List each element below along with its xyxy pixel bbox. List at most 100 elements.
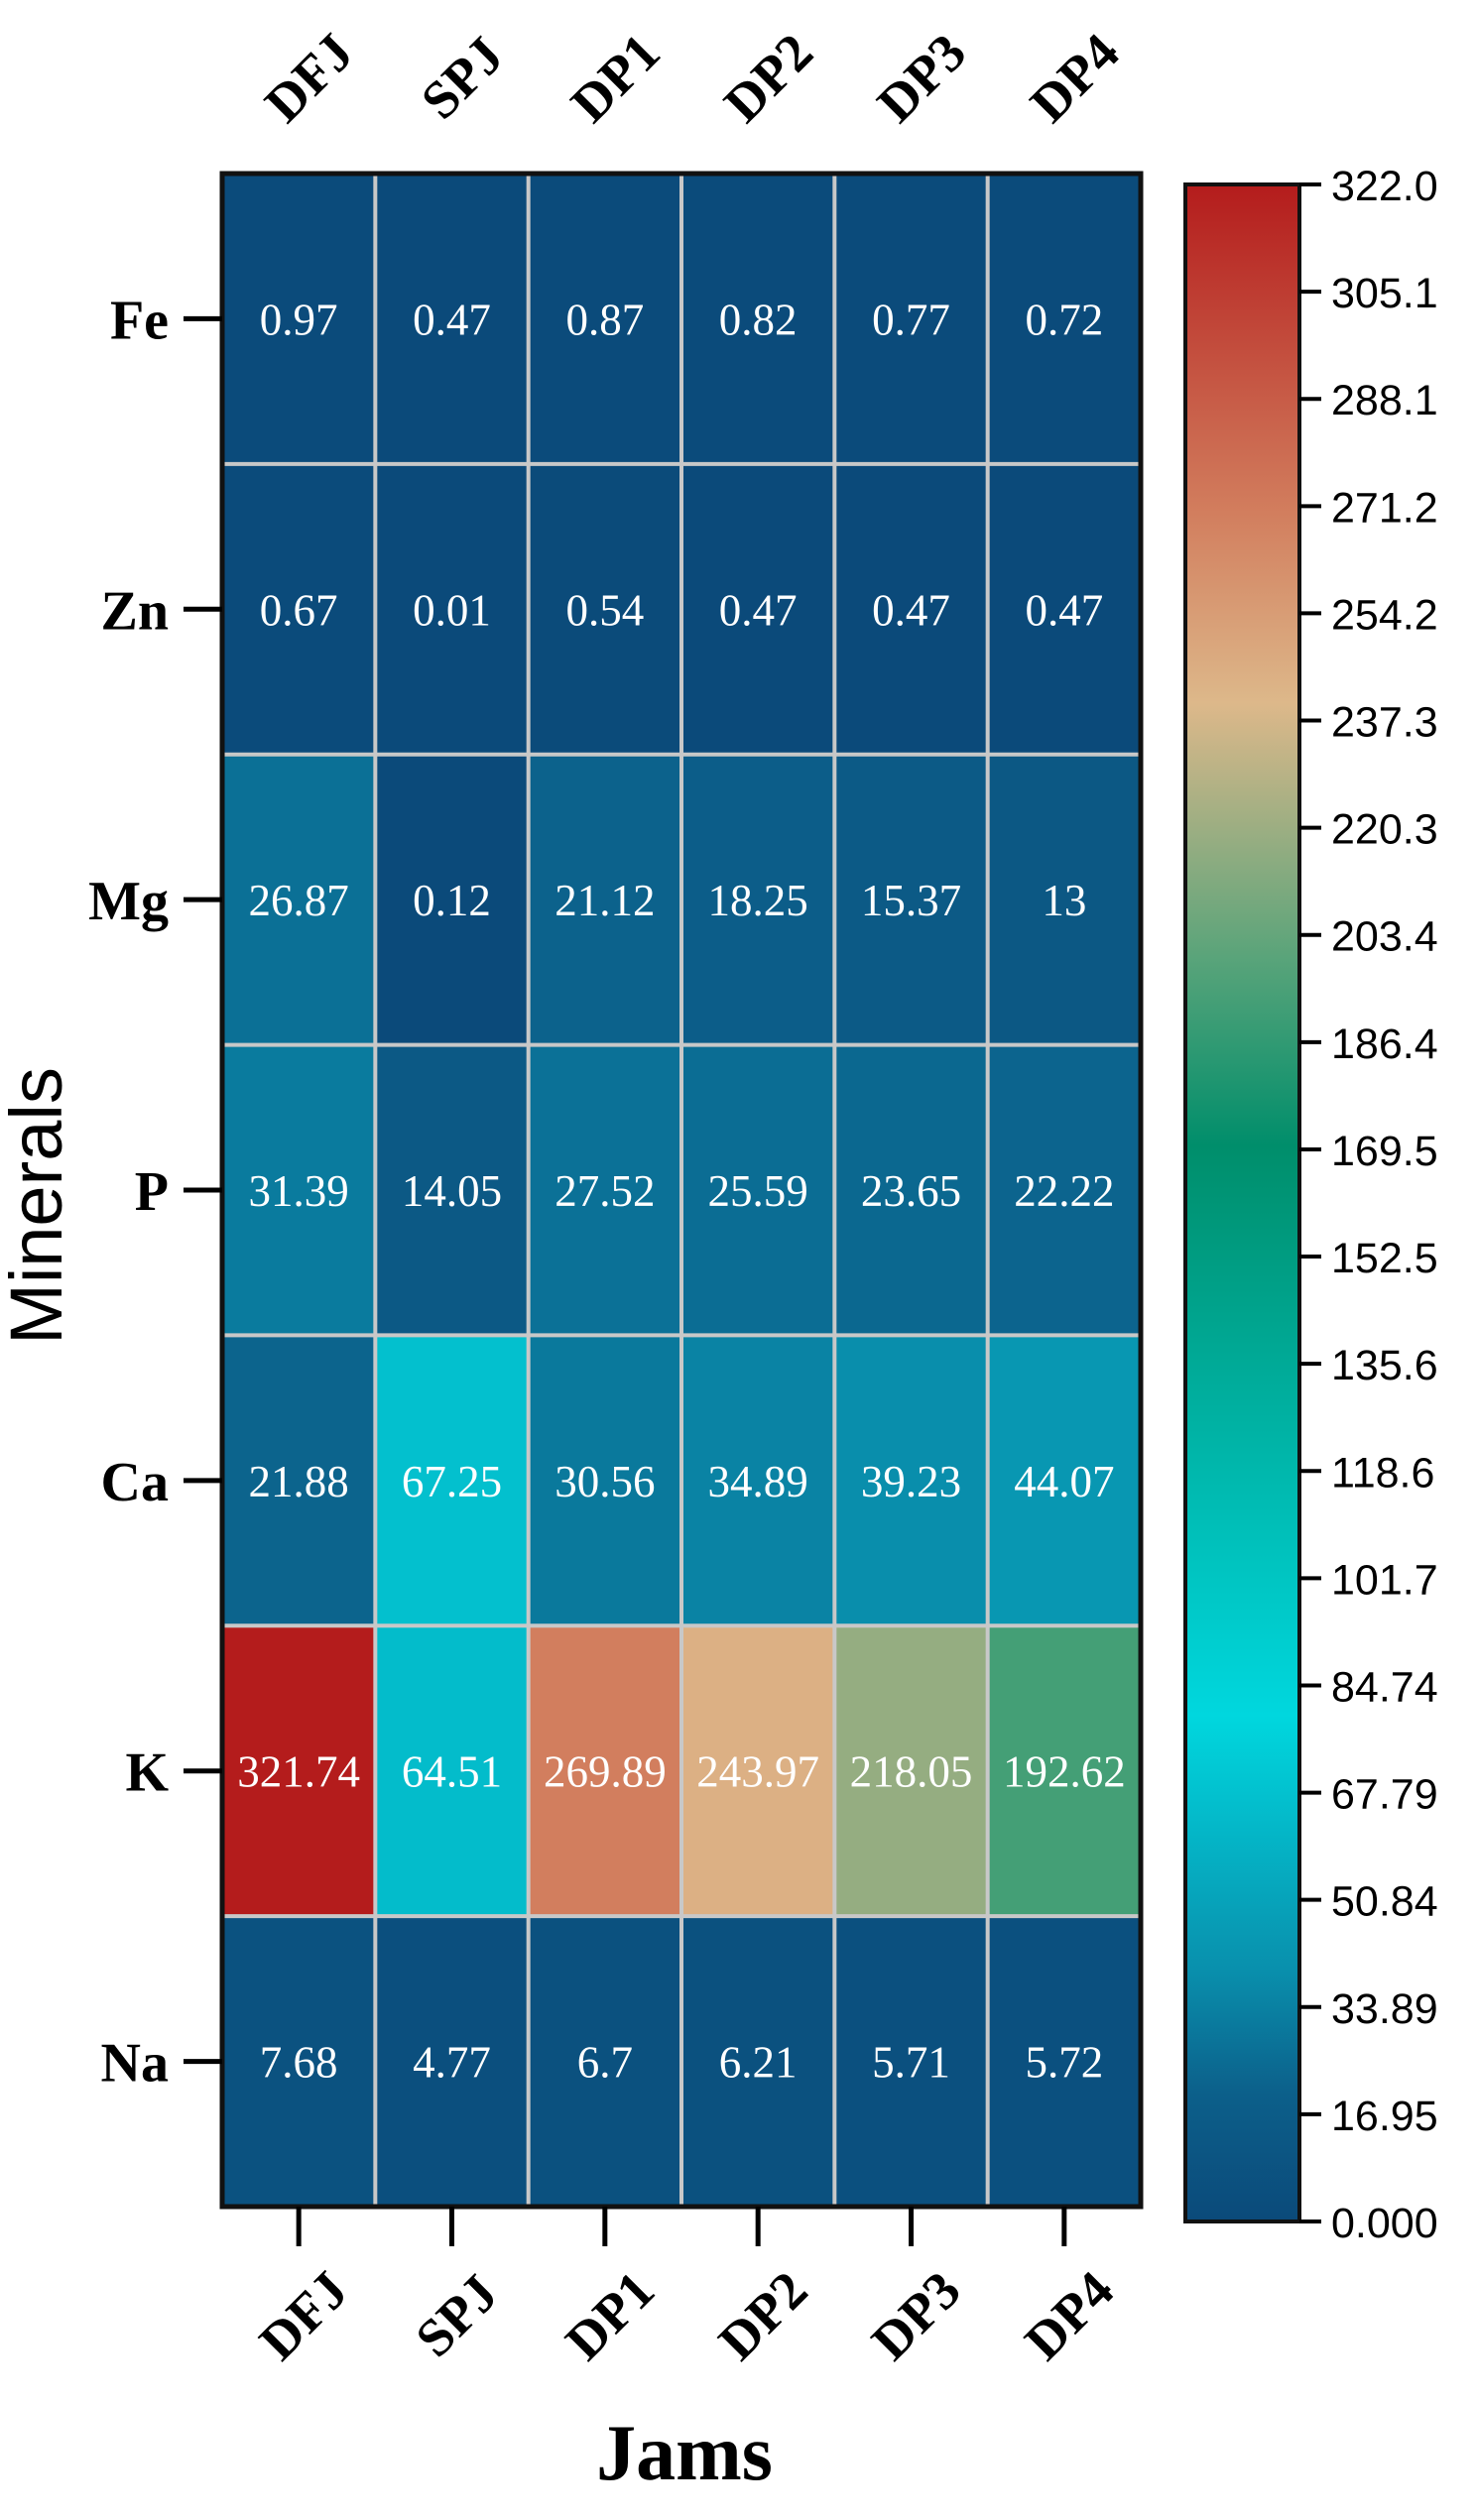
cell-label-Na-SPJ: 4.77	[413, 2038, 491, 2088]
cell-Na-DP3	[834, 1916, 988, 2207]
cell-label-Zn-SPJ: 0.01	[413, 585, 491, 635]
cell-label-Zn-DP1: 0.54	[565, 585, 644, 635]
colorbar-tick-label: 135.6	[1331, 1342, 1438, 1389]
heatmap-grid	[219, 171, 1144, 2210]
cell-Fe-DP2	[681, 174, 835, 464]
cell-K-DP1	[528, 1625, 681, 1917]
cell-K-DP2	[681, 1625, 835, 1917]
row-label-K: K	[125, 1742, 169, 1804]
colorbar-tick-label: 118.6	[1331, 1449, 1434, 1497]
cell-label-Zn-DP2: 0.47	[719, 585, 798, 635]
colorbar-tick-label: 50.84	[1331, 1878, 1438, 1926]
cell-P-DFJ	[222, 1044, 376, 1336]
cell-Ca-SPJ	[375, 1335, 529, 1626]
cell-P-DP1	[528, 1044, 681, 1336]
cell-P-DP3	[834, 1044, 988, 1336]
bottom-column-label-DFJ: DFJ	[248, 2260, 359, 2371]
cell-label-K-DP1: 269.89	[544, 1747, 667, 1797]
cell-Mg-DFJ	[222, 754, 376, 1045]
cell-Zn-DP3	[834, 463, 988, 755]
cell-label-Na-DP3: 5.71	[872, 2038, 950, 2088]
cell-Na-SPJ	[375, 1916, 529, 2207]
row-label-Zn: Zn	[101, 580, 170, 642]
colorbar-tick-label: 169.5	[1331, 1128, 1438, 1175]
bottom-column-label-DP1: DP1	[554, 2260, 666, 2371]
cell-label-P-SPJ: 14.05	[402, 1166, 502, 1216]
cell-Mg-DP4	[987, 754, 1141, 1045]
cell-Fe-DP1	[528, 174, 681, 464]
colorbar-tick-label: 67.79	[1331, 1771, 1438, 1819]
cell-P-SPJ	[375, 1044, 529, 1336]
cell-Fe-DP3	[834, 174, 988, 464]
row-labels: Fe Zn Mg P Ca K Na	[88, 290, 222, 2095]
cell-label-Na-DP2: 6.21	[719, 2038, 798, 2088]
cell-Zn-DP1	[528, 463, 681, 755]
cell-label-Fe-DP3: 0.77	[872, 295, 950, 344]
cell-Mg-DP2	[681, 754, 835, 1045]
colorbar-tick-label: 16.95	[1331, 2093, 1438, 2140]
colorbar-tick-label: 322.0	[1331, 163, 1438, 210]
top-column-label-DP4: DP4	[1019, 22, 1130, 133]
cell-label-Ca-DP1: 30.56	[554, 1457, 655, 1506]
colorbar-gradient	[1183, 182, 1301, 2223]
cell-label-Ca-DP2: 34.89	[708, 1457, 808, 1506]
cell-label-Fe-DP2: 0.82	[719, 295, 798, 344]
row-label-Mg: Mg	[88, 871, 169, 932]
colorbar-tick-label: 288.1	[1331, 377, 1438, 424]
cell-Na-DP2	[681, 1916, 835, 2207]
cell-K-DFJ	[222, 1625, 376, 1917]
cell-Fe-SPJ	[375, 174, 529, 464]
bottom-column-label-DP4: DP4	[1014, 2260, 1125, 2371]
cell-label-P-DP2: 25.59	[708, 1166, 808, 1216]
cell-Ca-DP4	[987, 1335, 1141, 1626]
cell-Na-DP1	[528, 1916, 681, 2207]
colorbar-tick-label: 0.000	[1331, 2200, 1438, 2247]
cell-label-Zn-DP4: 0.47	[1025, 585, 1103, 635]
cell-label-Ca-DP4: 44.07	[1014, 1457, 1114, 1506]
cell-label-P-DFJ: 31.39	[249, 1166, 349, 1216]
cell-P-DP4	[987, 1044, 1141, 1336]
cell-K-DP4	[987, 1625, 1141, 1917]
colorbar-tick-label: 84.74	[1331, 1663, 1438, 1711]
cell-label-Fe-DFJ: 0.97	[260, 295, 338, 344]
cell-Fe-DFJ	[222, 174, 376, 464]
cell-label-K-DP2: 243.97	[696, 1747, 819, 1797]
cell-label-Mg-DP3: 15.37	[861, 876, 961, 925]
cell-K-SPJ	[375, 1625, 529, 1917]
colorbar-tick-label: 152.5	[1331, 1235, 1438, 1282]
top-column-labels: DFJ SPJ DP1 DP2 DP3 DP4	[253, 22, 1130, 133]
colorbar-tick-label: 203.4	[1331, 913, 1438, 961]
cell-label-P-DP3: 23.65	[861, 1166, 961, 1216]
colorbar-tick-label: 271.2	[1331, 484, 1438, 532]
cell-P-DP2	[681, 1044, 835, 1336]
cell-Zn-DFJ	[222, 463, 376, 755]
bottom-column-label-DP3: DP3	[860, 2260, 971, 2371]
cell-label-Na-DP4: 5.72	[1025, 2038, 1103, 2088]
x-axis-title: Jams	[596, 2410, 773, 2497]
bottom-column-label-SPJ: SPJ	[404, 2263, 509, 2368]
cell-label-K-DP4: 192.62	[1003, 1747, 1126, 1797]
cell-label-K-DP3: 218.05	[850, 1747, 973, 1797]
top-column-label-DFJ: DFJ	[253, 22, 364, 133]
cell-label-Ca-DP3: 39.23	[861, 1457, 961, 1506]
colorbar-tick-label: 305.1	[1331, 270, 1438, 317]
cell-label-K-DFJ: 321.74	[237, 1747, 360, 1797]
heatmap-cells: 0.97 0.47 0.87 0.82 0.77 0.72 0.67 0.01 0.54 0.47…	[222, 174, 1141, 2207]
cell-label-P-DP4: 22.22	[1014, 1166, 1114, 1216]
cell-label-Ca-SPJ: 67.25	[402, 1457, 502, 1506]
colorbar: 322.0 305.1 288.1 271.2 254.2 237.3 220.3 203.4…	[1183, 163, 1438, 2247]
cell-Ca-DP1	[528, 1335, 681, 1626]
cell-Fe-DP4	[987, 174, 1141, 464]
top-column-label-DP1: DP1	[559, 22, 671, 133]
top-column-label-SPJ: SPJ	[410, 25, 515, 130]
cell-Zn-DP4	[987, 463, 1141, 755]
cell-label-Ca-DFJ: 21.88	[249, 1457, 349, 1506]
cell-Mg-DP3	[834, 754, 988, 1045]
y-axis-title: Minerals	[0, 1067, 77, 1345]
cell-label-Na-DP1: 6.7	[577, 2038, 633, 2088]
top-column-label-DP3: DP3	[866, 22, 977, 133]
cell-label-Mg-DP2: 18.25	[708, 876, 808, 925]
top-column-label-DP2: DP2	[712, 22, 823, 133]
cell-Ca-DFJ	[222, 1335, 376, 1626]
